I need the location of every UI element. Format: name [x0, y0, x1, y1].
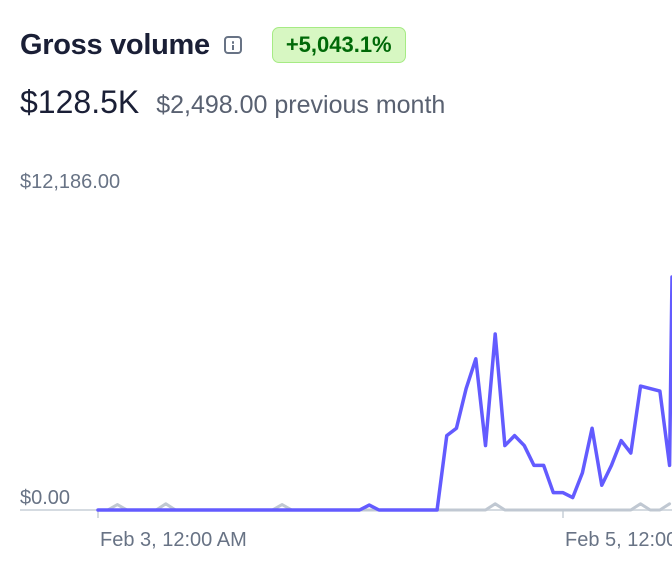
- change-badge: +5,043.1%: [271, 27, 406, 63]
- y-tick-label: $0.00: [20, 487, 70, 509]
- x-tick-label: Feb 3, 12:00 AM: [100, 529, 247, 551]
- x-tick-label: Feb 5, 12:00 AM: [565, 529, 672, 551]
- gross-volume-value: $128.5K: [20, 84, 140, 120]
- info-icon[interactable]: [223, 36, 242, 54]
- previous-month-value: $2,498.00 previous month: [156, 91, 446, 119]
- series-line-current-period: [96, 275, 672, 512]
- line-chart[interactable]: $12,186.00 $0.00 Feb 3, 12:00 AM Feb 5, 12:…: [0, 160, 672, 576]
- y-tick-label: $12,186.00: [20, 171, 120, 193]
- widget-header: Gross volume +5,043.1%: [20, 24, 406, 66]
- chart-svg: $12,186.00 $0.00 Feb 3, 12:00 AM Feb 5, 12:…: [20, 171, 672, 551]
- widget-title: Gross volume: [20, 28, 210, 61]
- summary-row: $128.5K $2,498.00 previous month: [20, 84, 445, 128]
